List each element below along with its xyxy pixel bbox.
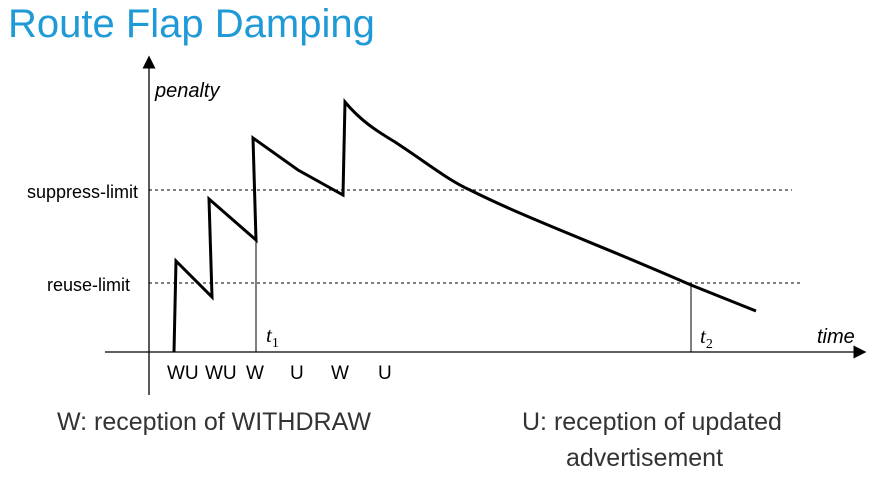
event-label: U — [378, 363, 392, 384]
legend-withdraw: W: reception of WITHDRAW — [57, 408, 371, 436]
suppress-limit-label: suppress-limit — [27, 182, 138, 202]
legend-update-line1: U: reception of updated — [522, 408, 782, 436]
t1-label: t1 — [266, 323, 279, 351]
legend-update-line2: advertisement — [566, 444, 724, 472]
slide-title: Route Flap Damping — [8, 2, 375, 46]
penalty-curve — [172, 97, 757, 353]
event-label: WU — [167, 363, 199, 384]
x-axis-label: time — [817, 326, 855, 348]
t2-label: t2 — [700, 324, 713, 352]
event-label: U — [290, 363, 304, 384]
event-label: W — [246, 363, 264, 384]
event-label: W — [331, 363, 349, 384]
y-axis-label: penalty — [154, 80, 220, 102]
reuse-limit-label: reuse-limit — [47, 275, 130, 295]
legend-update: U: reception of updated advertisement — [522, 404, 842, 476]
event-label: WU — [205, 363, 237, 384]
